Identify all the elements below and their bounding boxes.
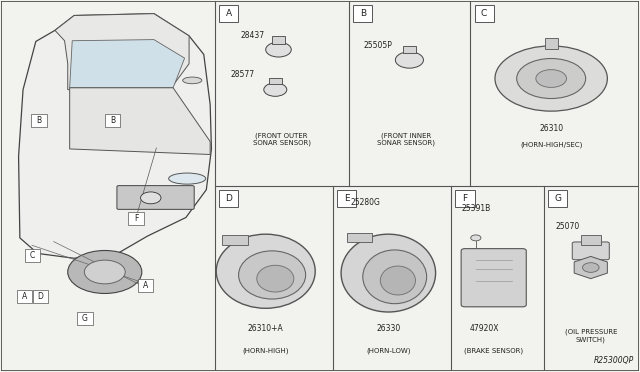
Ellipse shape — [169, 173, 205, 184]
Polygon shape — [574, 256, 607, 279]
FancyBboxPatch shape — [129, 212, 144, 225]
Circle shape — [470, 235, 481, 241]
FancyBboxPatch shape — [222, 235, 248, 244]
FancyBboxPatch shape — [461, 248, 526, 307]
Circle shape — [582, 263, 599, 272]
FancyBboxPatch shape — [219, 5, 238, 22]
Text: A: A — [143, 281, 148, 290]
Circle shape — [84, 260, 125, 284]
Text: (OIL PRESSURE
SWITCH): (OIL PRESSURE SWITCH) — [564, 329, 617, 343]
FancyBboxPatch shape — [138, 279, 154, 292]
Text: (FRONT OUTER
SONAR SENSOR): (FRONT OUTER SONAR SENSOR) — [253, 132, 310, 146]
Text: E: E — [344, 195, 349, 203]
FancyBboxPatch shape — [105, 114, 120, 127]
FancyBboxPatch shape — [25, 249, 40, 262]
FancyBboxPatch shape — [545, 38, 557, 49]
FancyBboxPatch shape — [403, 46, 416, 53]
Text: 25070: 25070 — [555, 222, 579, 231]
Circle shape — [266, 42, 291, 57]
FancyBboxPatch shape — [456, 190, 474, 208]
Text: 25505P: 25505P — [364, 41, 392, 50]
Text: R25300QP: R25300QP — [594, 356, 634, 365]
Ellipse shape — [182, 77, 202, 84]
Text: B: B — [110, 116, 115, 125]
Text: 47920X: 47920X — [469, 324, 499, 333]
FancyBboxPatch shape — [347, 233, 372, 241]
PathPatch shape — [55, 14, 189, 90]
Text: F: F — [463, 195, 468, 203]
Circle shape — [495, 46, 607, 111]
Text: (HORN-HIGH/SEC): (HORN-HIGH/SEC) — [520, 141, 582, 148]
FancyBboxPatch shape — [17, 290, 32, 303]
Text: 28437: 28437 — [240, 31, 264, 41]
Text: (HORN-LOW): (HORN-LOW) — [366, 347, 411, 354]
Ellipse shape — [239, 251, 306, 299]
Ellipse shape — [380, 266, 415, 295]
Circle shape — [68, 250, 142, 294]
Text: G: G — [554, 195, 561, 203]
Text: B: B — [360, 9, 366, 18]
Text: (FRONT INNER
SONAR SENSOR): (FRONT INNER SONAR SENSOR) — [377, 132, 435, 146]
FancyBboxPatch shape — [33, 290, 48, 303]
FancyBboxPatch shape — [580, 235, 601, 245]
Text: 25280G: 25280G — [351, 198, 381, 207]
Ellipse shape — [341, 234, 436, 312]
Text: F: F — [134, 214, 138, 223]
Text: 26330: 26330 — [376, 324, 401, 333]
Text: A: A — [22, 292, 27, 301]
PathPatch shape — [19, 14, 211, 258]
Circle shape — [536, 70, 566, 87]
Text: A: A — [226, 9, 232, 18]
Text: (HORN-HIGH): (HORN-HIGH) — [243, 347, 289, 354]
Text: B: B — [36, 116, 42, 125]
Text: G: G — [82, 314, 88, 323]
PathPatch shape — [70, 39, 184, 88]
Ellipse shape — [216, 234, 316, 308]
Text: D: D — [37, 292, 44, 301]
Circle shape — [264, 83, 287, 96]
FancyBboxPatch shape — [337, 190, 356, 208]
Text: C: C — [481, 9, 487, 18]
Text: 26310: 26310 — [539, 124, 563, 133]
FancyBboxPatch shape — [31, 114, 47, 127]
Ellipse shape — [363, 250, 427, 304]
Circle shape — [516, 58, 586, 99]
PathPatch shape — [70, 88, 210, 154]
FancyBboxPatch shape — [572, 242, 609, 260]
Circle shape — [141, 192, 161, 204]
Circle shape — [396, 52, 424, 68]
Text: 26310+A: 26310+A — [248, 324, 284, 333]
Text: 28577: 28577 — [230, 70, 255, 79]
FancyBboxPatch shape — [272, 36, 285, 44]
FancyBboxPatch shape — [77, 312, 93, 325]
FancyBboxPatch shape — [117, 186, 194, 209]
Ellipse shape — [257, 265, 294, 292]
FancyBboxPatch shape — [269, 78, 282, 84]
FancyBboxPatch shape — [353, 5, 372, 22]
Text: 25391B: 25391B — [462, 204, 491, 213]
FancyBboxPatch shape — [548, 190, 567, 208]
FancyBboxPatch shape — [474, 5, 493, 22]
Text: C: C — [30, 251, 35, 260]
Text: (BRAKE SENSOR): (BRAKE SENSOR) — [464, 347, 524, 354]
FancyBboxPatch shape — [219, 190, 238, 208]
Text: D: D — [225, 195, 232, 203]
